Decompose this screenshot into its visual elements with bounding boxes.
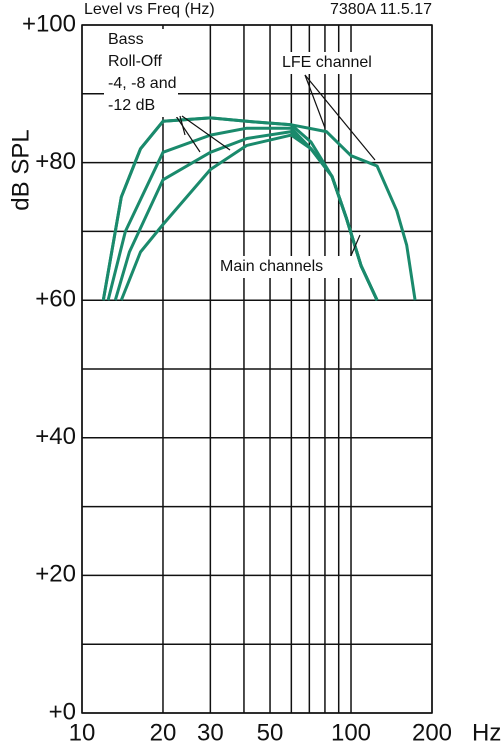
annotation: Bass — [108, 31, 144, 48]
leader — [349, 234, 361, 259]
annotation: -12 dB — [108, 97, 155, 114]
label-bg — [104, 29, 178, 51]
label-bg — [104, 73, 178, 95]
annotation: Main channels — [220, 258, 323, 275]
leader — [179, 115, 186, 136]
response-curve — [119, 133, 379, 301]
leader — [175, 115, 201, 153]
annotation: LFE channel — [282, 54, 372, 71]
chart-title: Level vs Freq (Hz) — [84, 1, 215, 18]
leader — [181, 115, 231, 151]
y-tick-label: +40 — [35, 423, 76, 450]
x-tick-label: 20 — [150, 719, 177, 746]
x-tick-label: 30 — [197, 719, 224, 746]
leader — [304, 74, 326, 129]
y-tick-label: +20 — [35, 561, 76, 588]
label-bg — [104, 51, 178, 73]
x-axis-label: Hz — [472, 719, 501, 746]
y-tick-label: +80 — [35, 148, 76, 175]
x-tick-label: 10 — [69, 719, 96, 746]
annotation: Roll-Off — [108, 53, 162, 70]
annotation-leaders — [175, 74, 376, 259]
x-tick-label: 50 — [257, 719, 284, 746]
y-tick-label: +0 — [49, 698, 76, 725]
label-bg — [278, 52, 402, 74]
label-bg — [216, 256, 356, 278]
x-tick-label: 100 — [331, 719, 371, 746]
y-tick-label: +60 — [35, 286, 76, 313]
y-axis-label: dB SPL — [7, 129, 34, 210]
chart-subtitle: 7380A 11.5.17 — [330, 1, 432, 18]
annotation: -4, -8 and — [108, 75, 176, 92]
plot-frame — [81, 24, 433, 714]
x-tick-label: 200 — [412, 719, 452, 746]
label-bg — [104, 95, 178, 117]
curves — [101, 116, 417, 301]
y-tick-label: +100 — [22, 10, 76, 37]
annotations: Bass Roll-Off -4, -8 and -12 dB LFE channel M… — [104, 29, 402, 278]
leader — [304, 74, 376, 161]
